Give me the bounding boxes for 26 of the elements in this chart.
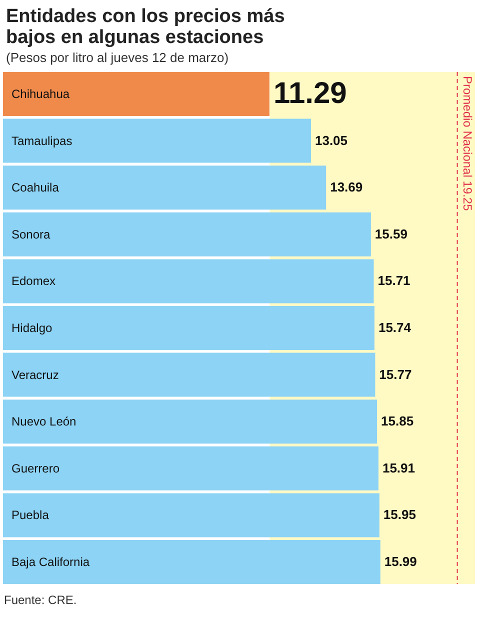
y-tick-label: Hidalgo bbox=[12, 321, 53, 335]
y-tick-label: Coahuila bbox=[12, 180, 60, 195]
y-tick-label: Nuevo León bbox=[12, 414, 76, 429]
y-tick-label: Guerrero bbox=[12, 461, 60, 476]
data-label: 15.71 bbox=[378, 273, 410, 288]
data-label: 15.95 bbox=[383, 507, 416, 522]
data-label: 11.29 bbox=[273, 76, 347, 110]
source-note: Fuente: CRE. bbox=[4, 593, 78, 607]
y-tick-label: Sonora bbox=[12, 227, 51, 242]
y-tick-label: Baja California bbox=[12, 555, 90, 570]
y-tick-label: Edomex bbox=[12, 274, 56, 288]
y-tick-label: Chihuahua bbox=[12, 86, 70, 101]
y-tick-label: Puebla bbox=[12, 508, 50, 522]
chart-title: Entidades con los precios más bajos en algunas estaciones bbox=[6, 6, 286, 48]
data-label: 15.91 bbox=[382, 460, 416, 476]
data-label: 15.74 bbox=[378, 320, 412, 335]
y-tick-label: Veracruz bbox=[12, 368, 59, 382]
chart-subtitle: (Pesos por litro al jueves 12 de marzo) bbox=[6, 50, 230, 65]
data-label: 13.69 bbox=[330, 180, 363, 195]
data-label: 13.05 bbox=[314, 132, 348, 148]
data-label: 15.99 bbox=[384, 554, 417, 570]
data-label: 15.85 bbox=[381, 414, 414, 429]
y-tick-label: Tamaulipas bbox=[12, 134, 72, 148]
data-label: 15.77 bbox=[379, 366, 412, 382]
data-label: 15.59 bbox=[374, 226, 408, 242]
ref-line-label: Promedio Nacional 19.25 bbox=[460, 76, 474, 212]
